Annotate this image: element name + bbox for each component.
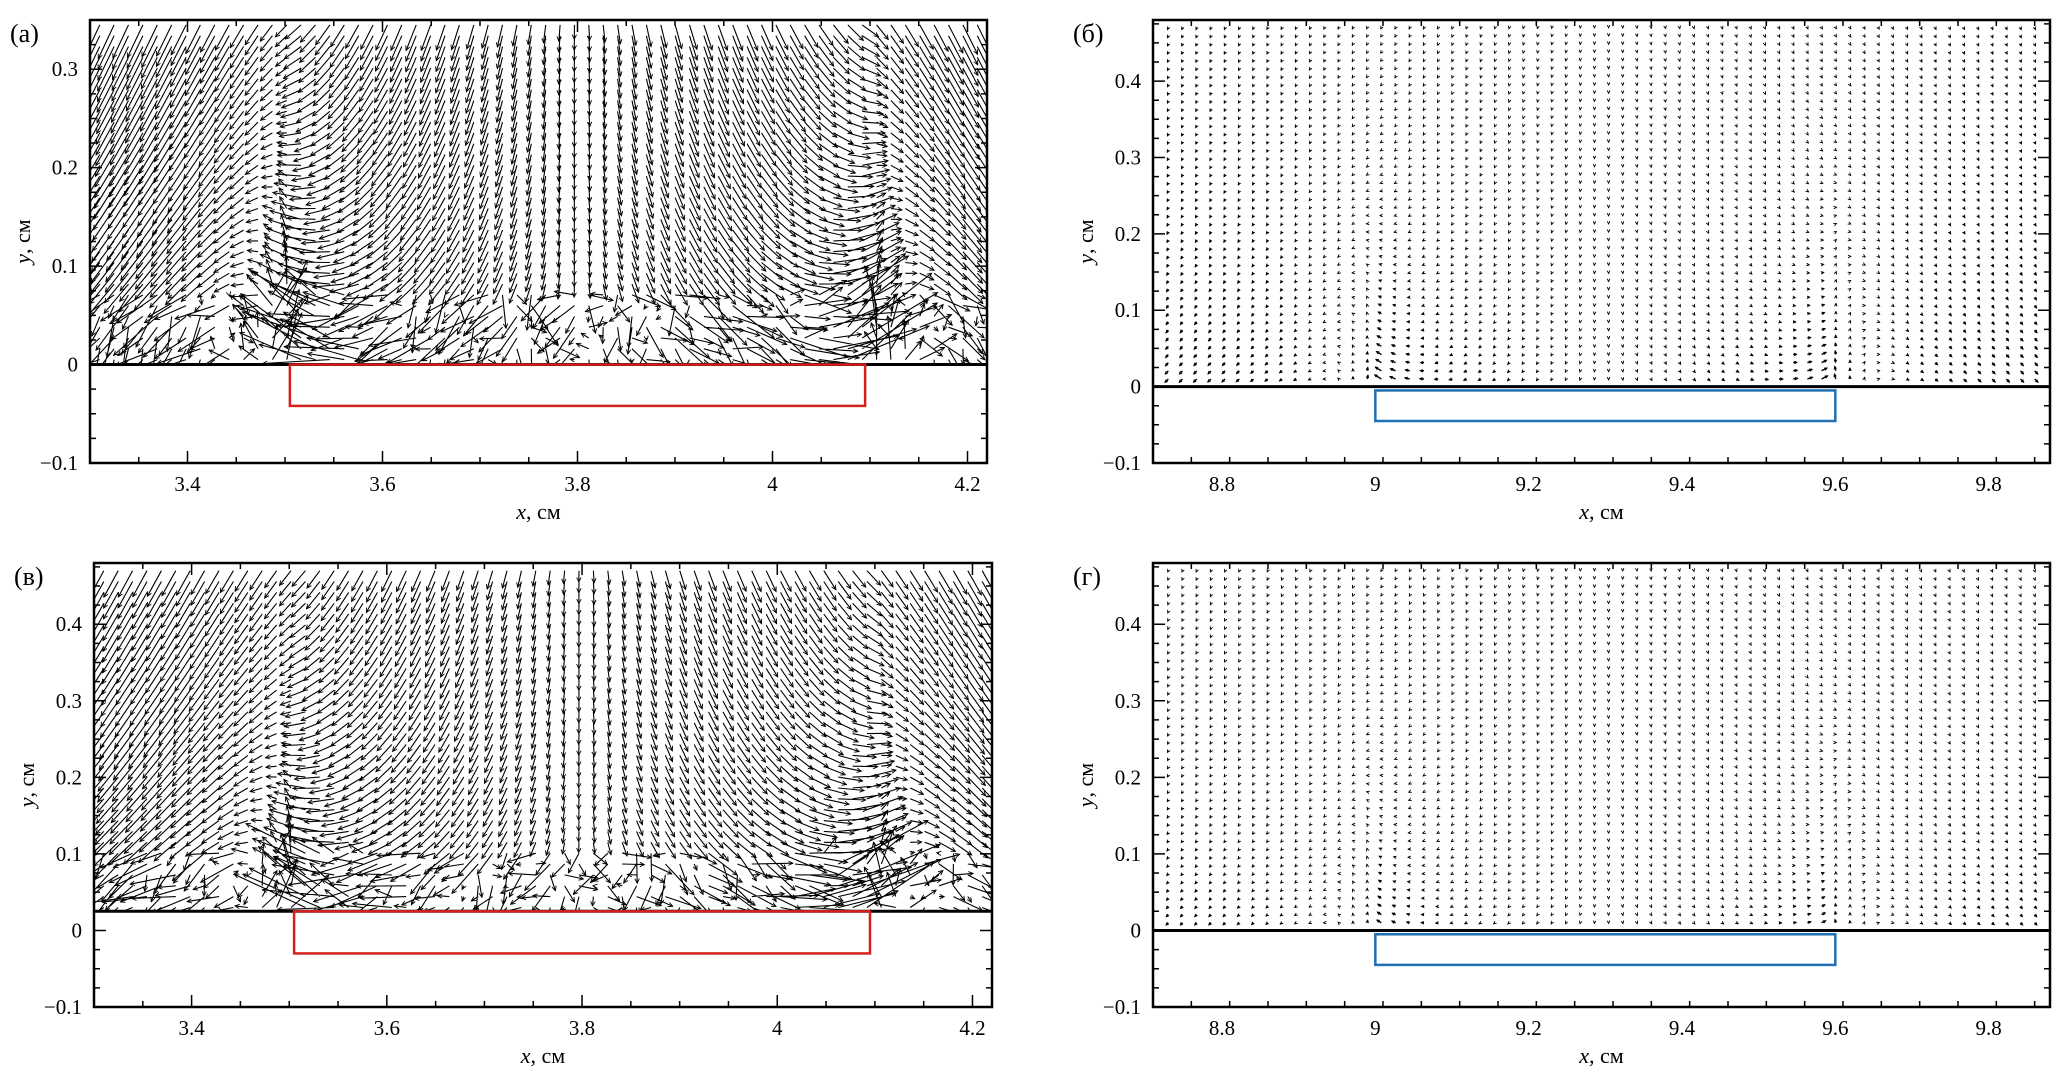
y-tick-label: 0.3 <box>1115 689 1141 713</box>
x-tick-label: 9.2 <box>1516 1016 1542 1040</box>
vector-field <box>1165 567 2038 926</box>
ticks <box>1152 563 2050 1008</box>
panel-3: 3.4 3.6 3.8 4 4.2 0.4 0.3 0.2 0.1 0 −0.1 x, см y, см… <box>14 561 994 1068</box>
panel-label: (а) <box>10 19 39 48</box>
x-tick-label: 3.8 <box>564 472 590 496</box>
tick-marks <box>89 19 987 464</box>
x-tick-label: 3.4 <box>174 472 201 496</box>
plot-frame <box>1151 561 2052 1009</box>
ticks <box>1152 20 2050 464</box>
vector-heads <box>90 31 987 404</box>
y-axis-title: y, см <box>1073 219 1098 266</box>
x-tick-label: 4 <box>772 1016 783 1040</box>
y-tick-label: 0 <box>1131 918 1142 942</box>
vector-shafts <box>1165 570 2038 926</box>
x-tick-label: 9.8 <box>1976 1016 2002 1040</box>
x-axis-title: x, см <box>520 1043 566 1068</box>
y-tick-label: −0.1 <box>1103 995 1141 1019</box>
y-tick-label: 0 <box>68 353 79 377</box>
vector-heads <box>1165 567 2038 926</box>
x-tick-label: 3.6 <box>369 472 395 496</box>
y-tick-label: 0.2 <box>1115 222 1141 246</box>
panel-2: 8.8 9 9.2 9.4 9.6 9.8 0.4 0.3 0.2 0.1 0 −0.1 x, см y,… <box>1073 18 2052 524</box>
y-tick-label: 0.2 <box>52 156 78 180</box>
y-axis-title: y, см <box>1073 763 1098 810</box>
x-tick-label: 8.8 <box>1209 1016 1235 1040</box>
x-tick-label: 3.4 <box>178 1016 205 1040</box>
y-tick-label: 0.3 <box>56 689 82 713</box>
electrode-rect <box>1374 389 1837 423</box>
x-tick-label: 9 <box>1370 472 1381 496</box>
vector-heads <box>94 577 992 938</box>
x-tick-label: 3.8 <box>569 1016 595 1040</box>
x-tick-label: 4 <box>767 472 778 496</box>
plot-frame <box>1151 18 2052 465</box>
x-axis-title: x, см <box>1578 1043 1624 1068</box>
y-tick-label: −0.1 <box>1103 451 1141 475</box>
y-tick-label: 0.1 <box>1115 298 1141 322</box>
electrode-rect <box>1374 933 1837 967</box>
y-tick-label: 0.1 <box>56 842 82 866</box>
y-tick-label: −0.1 <box>40 451 78 475</box>
y-tick-label: 0.2 <box>1115 765 1141 789</box>
x-tick-label: 9.4 <box>1669 472 1696 496</box>
electrode-rect <box>288 363 867 408</box>
y-axis-title: y, см <box>10 219 35 266</box>
x-tick-label: 3.6 <box>374 1016 400 1040</box>
y-tick-label: 0.4 <box>1115 69 1142 93</box>
panel-label: (б) <box>1073 19 1104 48</box>
vector-heads <box>1164 24 2039 384</box>
panel-1: 3.4 3.6 3.8 4 4.2 0.3 0.2 0.1 0 −0.1 x, см y, см (а) <box>10 18 989 524</box>
y-axis-title: y, см <box>14 763 39 810</box>
vector-shafts <box>1164 27 2039 383</box>
vector-field <box>1164 24 2039 384</box>
vector-shafts <box>94 570 992 937</box>
vector-field <box>94 570 992 938</box>
x-tick-label: 9.6 <box>1822 472 1848 496</box>
y-tick-label: 0.3 <box>52 57 78 81</box>
y-tick-label: 0 <box>1131 375 1142 399</box>
y-tick-label: −0.1 <box>44 995 82 1019</box>
tick-marks <box>93 563 992 1008</box>
panel-label: (г) <box>1073 562 1101 591</box>
panel-4: 8.8 9 9.2 9.4 9.6 9.8 0.4 0.3 0.2 0.1 0 −0.1 x, см y,… <box>1073 561 2052 1068</box>
x-tick-label: 9.6 <box>1822 1016 1848 1040</box>
y-tick-label: 0.4 <box>56 612 83 636</box>
x-tick-label: 9.4 <box>1669 1016 1696 1040</box>
x-tick-label: 9.2 <box>1516 472 1542 496</box>
tick-marks <box>1152 563 2050 1008</box>
y-tick-label: 0.2 <box>56 765 82 789</box>
y-tick-label: 0.3 <box>1115 145 1141 169</box>
x-tick-label: 8.8 <box>1209 472 1235 496</box>
x-axis-title: x, см <box>515 499 561 524</box>
x-axis-title: x, см <box>1578 499 1624 524</box>
plot-frame <box>92 561 994 1009</box>
panel-label: (в) <box>14 562 44 591</box>
electrode-rect <box>292 910 872 955</box>
x-tick-label: 4.2 <box>959 1016 985 1040</box>
vector-field <box>90 24 987 404</box>
y-tick-label: 0 <box>72 918 83 942</box>
y-tick-label: 0.4 <box>1115 612 1142 636</box>
y-tick-label: 0.1 <box>52 254 78 278</box>
y-tick-label: 0.1 <box>1115 842 1141 866</box>
tick-marks <box>1152 20 2050 464</box>
vector-shafts <box>90 24 987 403</box>
ticks <box>89 19 987 464</box>
ticks <box>93 563 992 1008</box>
x-tick-label: 9.8 <box>1976 472 2002 496</box>
x-tick-label: 9 <box>1370 1016 1381 1040</box>
x-tick-label: 4.2 <box>954 472 980 496</box>
